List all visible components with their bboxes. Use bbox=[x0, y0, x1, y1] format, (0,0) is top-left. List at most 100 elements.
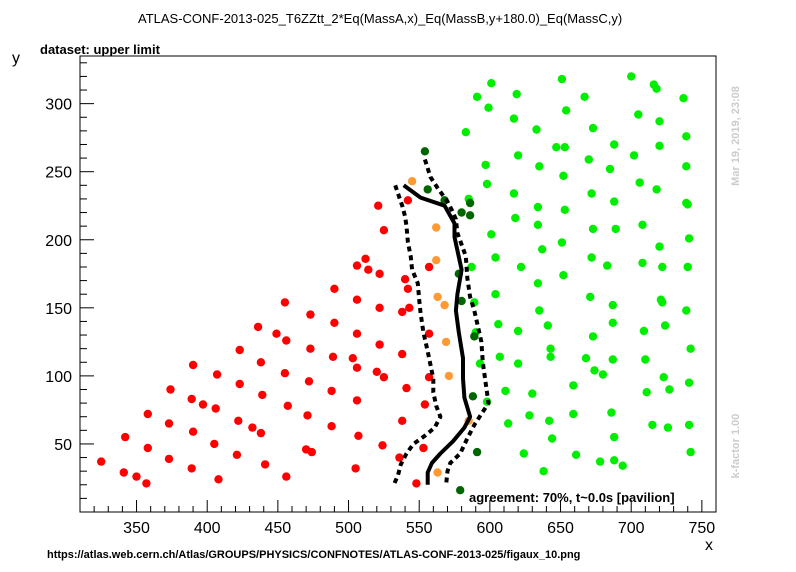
x-tick-label: 500 bbox=[335, 520, 362, 537]
x-tick-label: 700 bbox=[618, 520, 645, 537]
data-point-excluded_border bbox=[433, 468, 442, 477]
data-point-excluded bbox=[306, 310, 315, 319]
data-point-excluded bbox=[419, 443, 428, 453]
data-point-allowed bbox=[618, 461, 627, 470]
data-point-excluded bbox=[374, 201, 383, 210]
data-point-excluded bbox=[352, 295, 362, 304]
data-point-excluded bbox=[402, 383, 411, 393]
x-tick-label: 350 bbox=[123, 520, 150, 537]
data-point-allowed bbox=[461, 128, 470, 137]
data-point-allowed bbox=[513, 359, 523, 368]
data-point-allowed bbox=[580, 92, 589, 102]
data-point-allowed bbox=[512, 89, 521, 99]
data-point-allowed bbox=[648, 420, 657, 430]
data-point-allowed bbox=[482, 179, 492, 189]
data-point-allowed bbox=[655, 141, 664, 150]
data-point-excluded bbox=[256, 358, 266, 367]
data-point-allowed bbox=[610, 432, 619, 442]
data-point-excluded bbox=[272, 329, 281, 338]
data-point-allowed bbox=[610, 197, 619, 206]
data-point-allowed bbox=[588, 123, 598, 133]
data-point-allowed bbox=[533, 202, 543, 212]
data-point-allowed bbox=[642, 388, 651, 397]
data-point-excluded bbox=[400, 275, 410, 284]
data-point-excluded bbox=[235, 345, 244, 355]
data-point-excluded_border bbox=[440, 300, 449, 310]
data-point-allowed bbox=[546, 344, 555, 353]
data-point-excluded bbox=[306, 344, 315, 353]
dashed-contour bbox=[391, 184, 443, 486]
data-point-allowed bbox=[559, 271, 568, 280]
data-point-allowed bbox=[598, 370, 608, 379]
data-point-allowed bbox=[587, 189, 596, 198]
data-point-allowed bbox=[584, 155, 593, 164]
data-point-excluded_border bbox=[432, 223, 441, 232]
data-point-allowed_border bbox=[470, 332, 479, 341]
data-point-allowed bbox=[660, 321, 670, 330]
data-point-excluded bbox=[256, 428, 266, 438]
data-point-excluded bbox=[307, 447, 316, 457]
data-point-allowed_border bbox=[472, 447, 482, 457]
data-point-excluded bbox=[248, 423, 257, 432]
data-point-allowed bbox=[519, 449, 528, 458]
data-point-excluded_border bbox=[444, 371, 454, 381]
data-point-allowed_border bbox=[457, 296, 466, 306]
data-point-excluded bbox=[424, 373, 434, 382]
data-point-allowed bbox=[495, 352, 504, 361]
data-point-allowed bbox=[610, 140, 619, 149]
data-point-allowed bbox=[528, 389, 537, 398]
data-point-excluded_border bbox=[432, 256, 441, 265]
data-point-allowed bbox=[491, 253, 500, 262]
data-point-excluded bbox=[378, 441, 387, 450]
data-point-allowed bbox=[595, 457, 605, 466]
data-point-allowed bbox=[535, 162, 544, 171]
data-point-allowed bbox=[557, 238, 567, 247]
data-point-excluded bbox=[188, 427, 198, 436]
data-point-excluded bbox=[166, 385, 175, 394]
data-point-allowed bbox=[659, 373, 668, 382]
data-point-allowed bbox=[684, 234, 694, 243]
data-point-excluded bbox=[119, 468, 128, 477]
data-point-allowed bbox=[658, 298, 667, 307]
data-point-excluded bbox=[403, 196, 413, 205]
data-point-excluded bbox=[395, 453, 404, 462]
data-point-excluded bbox=[280, 298, 290, 307]
agreement-annotation: agreement: 70%, t~0.0s [pavilion] bbox=[469, 490, 675, 505]
x-axis-label: x bbox=[705, 537, 713, 554]
data-point-excluded bbox=[234, 416, 243, 425]
data-point-excluded bbox=[405, 303, 414, 312]
data-point-excluded bbox=[420, 400, 430, 409]
data-point-excluded bbox=[424, 262, 434, 272]
data-point-allowed bbox=[491, 290, 500, 299]
data-point-excluded bbox=[253, 322, 263, 332]
data-point-excluded bbox=[304, 377, 314, 386]
axes: 350 400 450 500 550 600 650 700 750 50 100 150 200 25… bbox=[45, 62, 717, 537]
data-point-excluded bbox=[188, 360, 198, 370]
data-point-allowed bbox=[608, 300, 617, 310]
data-point-excluded bbox=[361, 254, 370, 263]
data-point-allowed bbox=[560, 143, 569, 152]
data-point-excluded bbox=[132, 472, 141, 481]
x-tick-label: 550 bbox=[406, 520, 433, 537]
data-point-excluded bbox=[354, 431, 363, 440]
data-point-allowed bbox=[533, 279, 543, 288]
data-point-excluded bbox=[328, 352, 338, 361]
data-point-excluded bbox=[379, 226, 389, 235]
data-point-allowed bbox=[569, 381, 578, 390]
data-point-allowed bbox=[535, 306, 544, 315]
data-point-allowed bbox=[586, 292, 595, 302]
data-point-allowed bbox=[513, 326, 523, 336]
data-point-allowed bbox=[509, 114, 519, 123]
y-tick-label: 150 bbox=[45, 301, 72, 318]
data-point-allowed bbox=[545, 416, 554, 425]
data-point-allowed_border bbox=[420, 147, 430, 156]
data-point-allowed bbox=[552, 143, 561, 152]
data-point-allowed bbox=[501, 386, 510, 396]
data-point-allowed_border bbox=[457, 208, 466, 217]
data-point-allowed bbox=[629, 151, 639, 160]
data-point-allowed bbox=[467, 262, 476, 272]
y-tick-label: 250 bbox=[45, 165, 72, 182]
data-point-excluded bbox=[282, 336, 291, 345]
data-point-allowed bbox=[608, 318, 617, 327]
